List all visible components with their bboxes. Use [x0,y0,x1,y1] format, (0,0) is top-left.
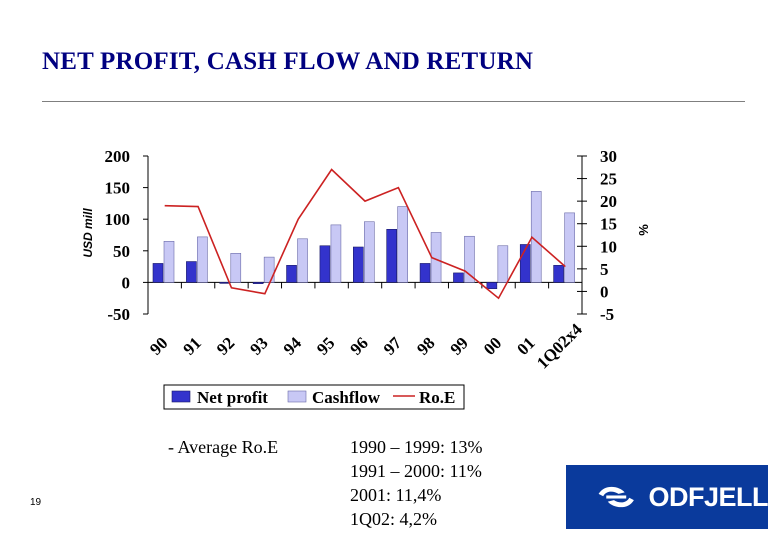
page-title: NET PROFIT, CASH FLOW AND RETURN [42,48,534,75]
cashflow-bar [397,206,408,283]
average-roe-item: 1990 – 1999: 13% [350,437,483,457]
net-profit-bar [286,265,297,283]
cashflow-bar [163,241,175,283]
right-axis-tick-label: 20 [600,192,617,211]
cashflow-bar [464,235,475,283]
cashflow-bar [297,238,308,283]
category-label: 93 [246,333,271,358]
category-label: 99 [447,333,472,358]
category-label: 00 [480,333,505,358]
roe-line [164,168,566,300]
right-axis-tick-label: 15 [600,215,617,234]
average-roe-item: 2001: 11,4% [350,485,442,505]
right-axis-tick-label: 30 [600,147,617,166]
cashflow-bar [364,221,375,283]
left-axis-tick-label: 0 [122,273,131,292]
legend-box [163,384,465,410]
net-profit-bar [486,282,498,290]
right-axis-tick-label: 0 [600,282,609,301]
odfjell-logo: ODFJELL [566,465,768,529]
net-profit-bar [252,282,264,284]
category-label: 91 [179,333,204,358]
average-roe-item: 1991 – 2000: 11% [350,461,482,481]
right-axis-tick-label: 5 [600,260,609,279]
right-axis-tick-label: 10 [600,237,617,256]
category-label: 90 [146,333,171,358]
net-profit-bar [219,282,231,284]
category-label: 96 [346,333,371,358]
odfjell-logo-text: ODFJELL [648,481,768,512]
net-profit-bar [519,244,531,283]
net-profit-bar [386,229,397,283]
net-profit-bar [553,265,564,283]
cashflow-bar [530,191,542,283]
left-axis-tick-label: 150 [105,179,131,198]
cashflow-bar [497,245,509,283]
left-axis-tick-label: 200 [105,147,131,166]
cashflow-bar [263,256,275,283]
net-profit-bar [419,263,431,283]
page-number: 19 [30,497,42,508]
cashflow-bar [197,236,208,283]
left-axis-tick-label: -50 [107,305,130,324]
average-roe-label: - Average Ro.E [168,437,279,457]
category-label: 98 [413,333,438,358]
left-axis-tick-label: 50 [113,242,130,261]
net-profit-bar [319,245,331,283]
category-label: 1Q02x4 [533,319,586,372]
category-label: 97 [380,333,406,359]
left-axis-tick-label: 100 [105,210,131,229]
cashflow-bar [230,253,242,283]
net-profit-bar [186,261,197,283]
left-axis-label: USD mill [81,208,95,258]
category-label: 95 [313,333,338,358]
net-profit-bar [152,263,164,283]
category-label: 01 [513,333,538,358]
right-axis-tick-label: 25 [600,170,617,189]
right-axis-tick-label: -5 [600,305,614,324]
net-profit-bar [353,246,364,283]
legend-roe-label: Ro.E [419,388,455,407]
average-roe-item: 1Q02: 4,2% [350,509,437,529]
category-label: 94 [280,333,306,359]
legend-cashflow-swatch [287,390,307,403]
legend-net-profit-label: Net profit [197,388,268,407]
odfjell-logo-icon [598,486,634,508]
right-axis-label: % [636,224,651,236]
cashflow-bar [564,212,575,283]
net-profit-bar [453,272,464,283]
legend-cashflow-label: Cashflow [312,388,381,407]
cashflow-bar [330,224,342,283]
legend-net-profit-swatch [171,390,191,403]
title-divider [42,101,745,102]
average-roe-list: 1990 – 1999: 13% 1991 – 2000: 11% 2001: … [350,435,483,531]
category-label: 92 [213,333,238,358]
